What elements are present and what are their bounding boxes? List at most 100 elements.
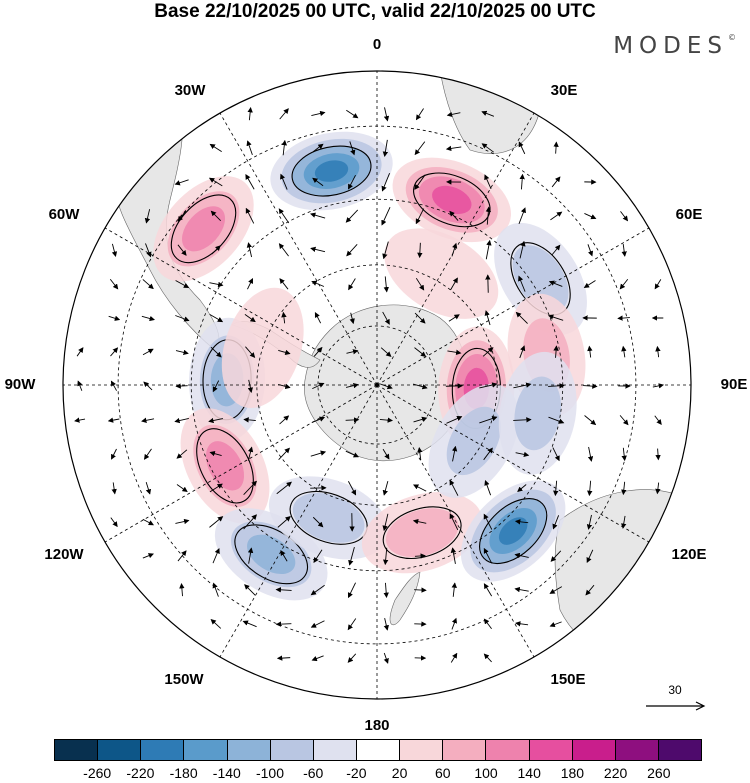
wind-vector-arrow [519,173,525,190]
polar-map [62,70,692,700]
wind-vector-arrow [415,108,424,121]
wind-vector-arrow [518,141,526,155]
lon-label-180: 180 [364,717,390,734]
meridian-line [376,384,535,658]
colorbar-tick-label: -60 [303,765,324,781]
wind-vector-arrow [349,141,356,156]
wind-vector-arrow [310,212,326,219]
lon-label-150e: 150E [550,671,586,688]
wind-vector-arrow [110,517,118,528]
wind-vector-arrow [346,349,359,355]
colorbar-segment [658,740,702,760]
reference-vector: 30 [640,683,710,713]
map-boundary [62,70,692,700]
wind-vector-arrow [552,447,560,462]
colorbar-tick-label: -100 [255,765,285,781]
wind-vector-arrow [547,314,564,321]
colorbar-segment [141,740,185,760]
wind-vector-arrow [583,280,596,288]
south-pole-marker [375,383,379,387]
colorbar-segment [400,740,444,760]
colorbar-segment [98,740,142,760]
lon-label-120e: 120E [671,546,707,563]
wind-vector-arrow [275,587,292,593]
wind-vector-arrow [76,347,84,357]
wind-vector-arrow [111,482,117,495]
colorbar-tick-label: 20 [391,765,408,781]
reference-arrow [646,701,706,711]
wind-vector-arrow [447,349,462,356]
wind-vector-arrow [382,241,389,260]
wind-vector-arrow [111,243,118,258]
wind-vector-arrow [550,211,563,221]
wind-vector-arrow [209,313,224,323]
wind-vector-arrow [310,450,327,457]
anomaly-blob [460,480,566,582]
wind-vector-arrow [179,582,185,597]
wind-vector-arrow [414,174,426,190]
wind-vector-arrow [483,653,492,663]
wind-vector-arrow [445,383,464,389]
wind-vector-arrow [479,382,498,389]
wind-vector-arrow [349,312,355,325]
wind-vector-arrow [383,276,389,293]
anomaly-contour-line [291,145,372,197]
anomaly-field [153,131,587,601]
wind-vector-arrow [617,315,630,321]
wind-vector-arrow [587,480,593,497]
wind-vector-arrow [481,143,494,153]
wind-vector-arrow [586,549,594,563]
wind-vector-arrow [313,346,323,357]
wind-vector-arrow [414,553,426,559]
wind-vector-arrow [655,448,661,461]
wind-vector-arrow [311,280,325,287]
wind-vector-arrow [278,447,290,461]
wind-vector-arrow [451,242,458,257]
wind-vector-arrow [654,279,662,290]
wind-vector-arrow [175,518,190,525]
wind-vector-arrow [449,210,459,221]
wind-vector-arrow [243,417,256,423]
wind-vector-arrow [553,345,559,358]
lon-label-90w: 90W [4,376,36,393]
wind-vector-arrow [174,179,189,186]
wind-vector-arrow [414,141,426,156]
wind-vector-arrow [348,547,355,566]
anomaly-blob [498,351,577,475]
wind-vector-arrow [243,514,257,530]
meridian-line [376,227,650,386]
wind-vector-arrow [211,245,221,255]
wind-vector-arrow [382,513,389,532]
colorbar-segment [356,740,401,760]
wind-vector-arrow [246,242,253,258]
wind-vector-arrow [174,417,189,424]
wind-vector-arrow [244,584,256,596]
wind-vector-arrow [553,480,559,497]
wind-vector-arrow [210,618,222,629]
colorbar-segment [529,740,573,760]
wind-vector-arrow [587,244,594,257]
wind-vector-arrow [277,516,291,528]
australia-landmass [554,489,691,657]
wind-vector-arrow [144,209,151,224]
wind-vector-arrow [145,482,152,495]
wind-vector-arrow [548,383,565,389]
lon-label-60e: 60E [675,206,703,223]
wind-vector-arrow [208,177,223,187]
wind-vector-arrow [280,173,288,190]
colorbar-segment [486,740,530,760]
wind-vector-arrow [586,514,593,530]
wind-vector-arrow [515,451,530,458]
wind-vector-arrow [413,416,428,423]
wind-vector-arrow [621,447,627,462]
wind-vector-arrow [445,145,462,152]
wind-vector-arrow [585,584,595,596]
colorbar [54,739,702,761]
wind-vector-arrow [348,174,356,190]
wind-vector-arrow [413,484,427,492]
meridian-line [376,384,650,543]
wind-vector-arrow [382,448,390,460]
wind-vector-arrow [519,240,526,259]
wind-vector-arrow [145,243,152,258]
wind-vector-arrow [108,315,121,321]
